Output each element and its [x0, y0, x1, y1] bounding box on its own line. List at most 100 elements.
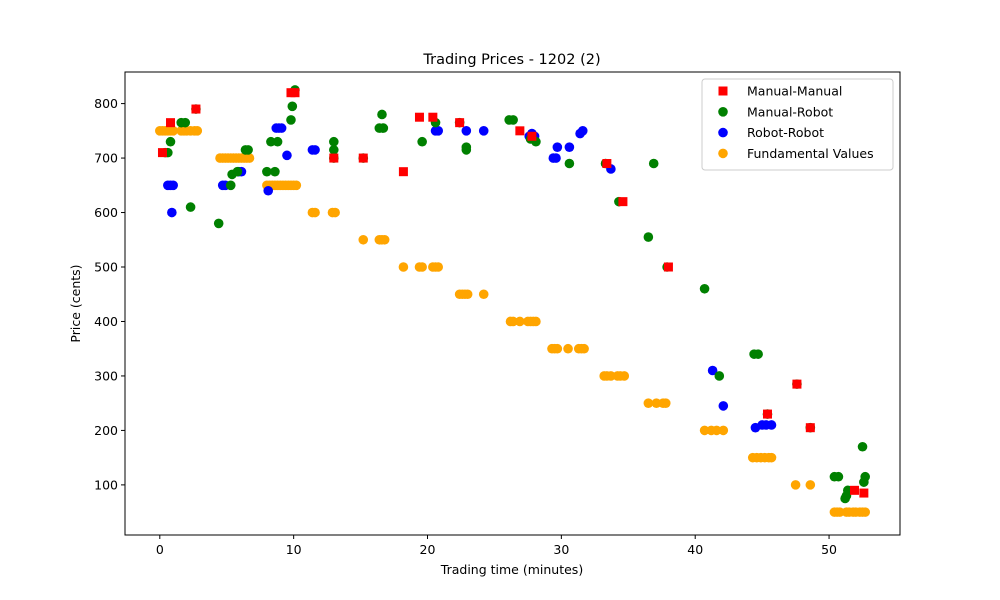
data-point	[834, 507, 845, 517]
data-point	[157, 148, 167, 158]
data-point	[766, 420, 777, 430]
data-point	[330, 207, 340, 218]
data-point	[428, 112, 438, 122]
data-point	[859, 488, 869, 498]
data-point	[378, 123, 389, 133]
data-point	[191, 104, 201, 114]
data-point	[417, 136, 427, 147]
data-point	[805, 480, 816, 490]
data-point	[329, 145, 339, 155]
data-point	[660, 398, 671, 408]
y-tick-label: 100	[94, 477, 118, 492]
x-tick-label: 30	[553, 542, 569, 557]
x-tick-label: 0	[156, 542, 164, 557]
data-point	[718, 425, 729, 436]
data-point	[579, 343, 589, 354]
y-tick-label: 600	[94, 205, 118, 220]
data-point	[167, 207, 177, 218]
legend-label: Fundamental Values	[747, 146, 874, 161]
data-point	[192, 126, 203, 136]
y-axis-label: Price (cents)	[68, 264, 83, 342]
chart-title: Trading Prices - 1202 (2)	[422, 52, 600, 68]
legend-box	[701, 78, 894, 171]
data-point	[291, 180, 302, 191]
y-tick-label: 500	[94, 260, 118, 275]
y-tick-label: 800	[94, 96, 118, 111]
data-point	[266, 136, 276, 147]
data-point	[552, 142, 563, 152]
series-fundamental-values	[155, 126, 870, 517]
data-point	[286, 115, 296, 125]
data-point	[329, 136, 339, 147]
x-axis-label: Trading time (minutes)	[440, 562, 583, 577]
data-point	[398, 167, 408, 177]
x-axis: 0 10 20 30 40 50	[156, 535, 837, 557]
data-point	[417, 262, 427, 272]
data-point	[515, 316, 525, 327]
data-point	[618, 197, 628, 207]
y-tick-label: 200	[94, 423, 118, 438]
data-point	[651, 398, 662, 408]
data-point	[244, 153, 255, 163]
data-point	[168, 126, 178, 136]
data-point	[262, 166, 272, 177]
data-point	[762, 409, 772, 419]
data-point	[714, 371, 725, 381]
data-point	[833, 471, 844, 482]
data-point	[287, 101, 298, 112]
data-point	[310, 145, 320, 155]
x-tick-label: 50	[821, 542, 837, 557]
data-point	[805, 423, 815, 433]
data-point	[860, 471, 870, 482]
data-point	[648, 158, 659, 169]
data-point	[766, 452, 777, 463]
data-point	[515, 126, 525, 136]
data-point	[563, 343, 573, 354]
data-point	[663, 262, 673, 272]
data-point	[282, 150, 292, 161]
legend-label: Manual-Robot	[747, 104, 833, 119]
data-point	[358, 153, 368, 163]
y-tick-label: 400	[94, 314, 118, 329]
data-point	[564, 158, 575, 169]
y-tick-label: 700	[94, 151, 118, 166]
y-axis: 100 200 300 400 500 600 700 800	[94, 96, 125, 492]
data-point	[753, 349, 763, 359]
legend-label: Manual-Manual	[747, 84, 842, 99]
data-point	[860, 507, 870, 517]
legend-marker	[718, 86, 728, 96]
data-point	[699, 425, 710, 436]
data-point	[699, 283, 710, 294]
data-point	[180, 117, 191, 128]
data-point	[310, 207, 320, 218]
data-point	[531, 316, 541, 327]
data-point	[849, 485, 859, 495]
data-point	[166, 118, 176, 128]
data-points	[155, 85, 870, 517]
data-point	[433, 262, 444, 272]
data-point	[462, 289, 473, 300]
data-point	[508, 115, 518, 125]
data-point	[619, 371, 630, 381]
data-point	[857, 441, 868, 452]
plot-frame	[124, 71, 901, 536]
legend: Manual-Manual Manual-Robot Robot-Robot Fund…	[701, 78, 894, 171]
data-point	[270, 166, 280, 177]
data-point	[478, 289, 489, 300]
data-point	[185, 202, 196, 212]
data-point	[168, 180, 178, 191]
legend-marker	[718, 107, 728, 117]
data-point	[414, 112, 424, 122]
legend-marker	[718, 148, 728, 159]
data-point	[643, 232, 654, 242]
data-point	[461, 145, 472, 155]
data-point	[358, 234, 369, 245]
data-point	[377, 109, 387, 120]
data-point	[792, 379, 802, 389]
data-point	[433, 126, 444, 136]
data-point	[707, 365, 718, 376]
data-point	[329, 153, 339, 163]
data-point	[290, 88, 300, 98]
data-point	[213, 218, 224, 229]
